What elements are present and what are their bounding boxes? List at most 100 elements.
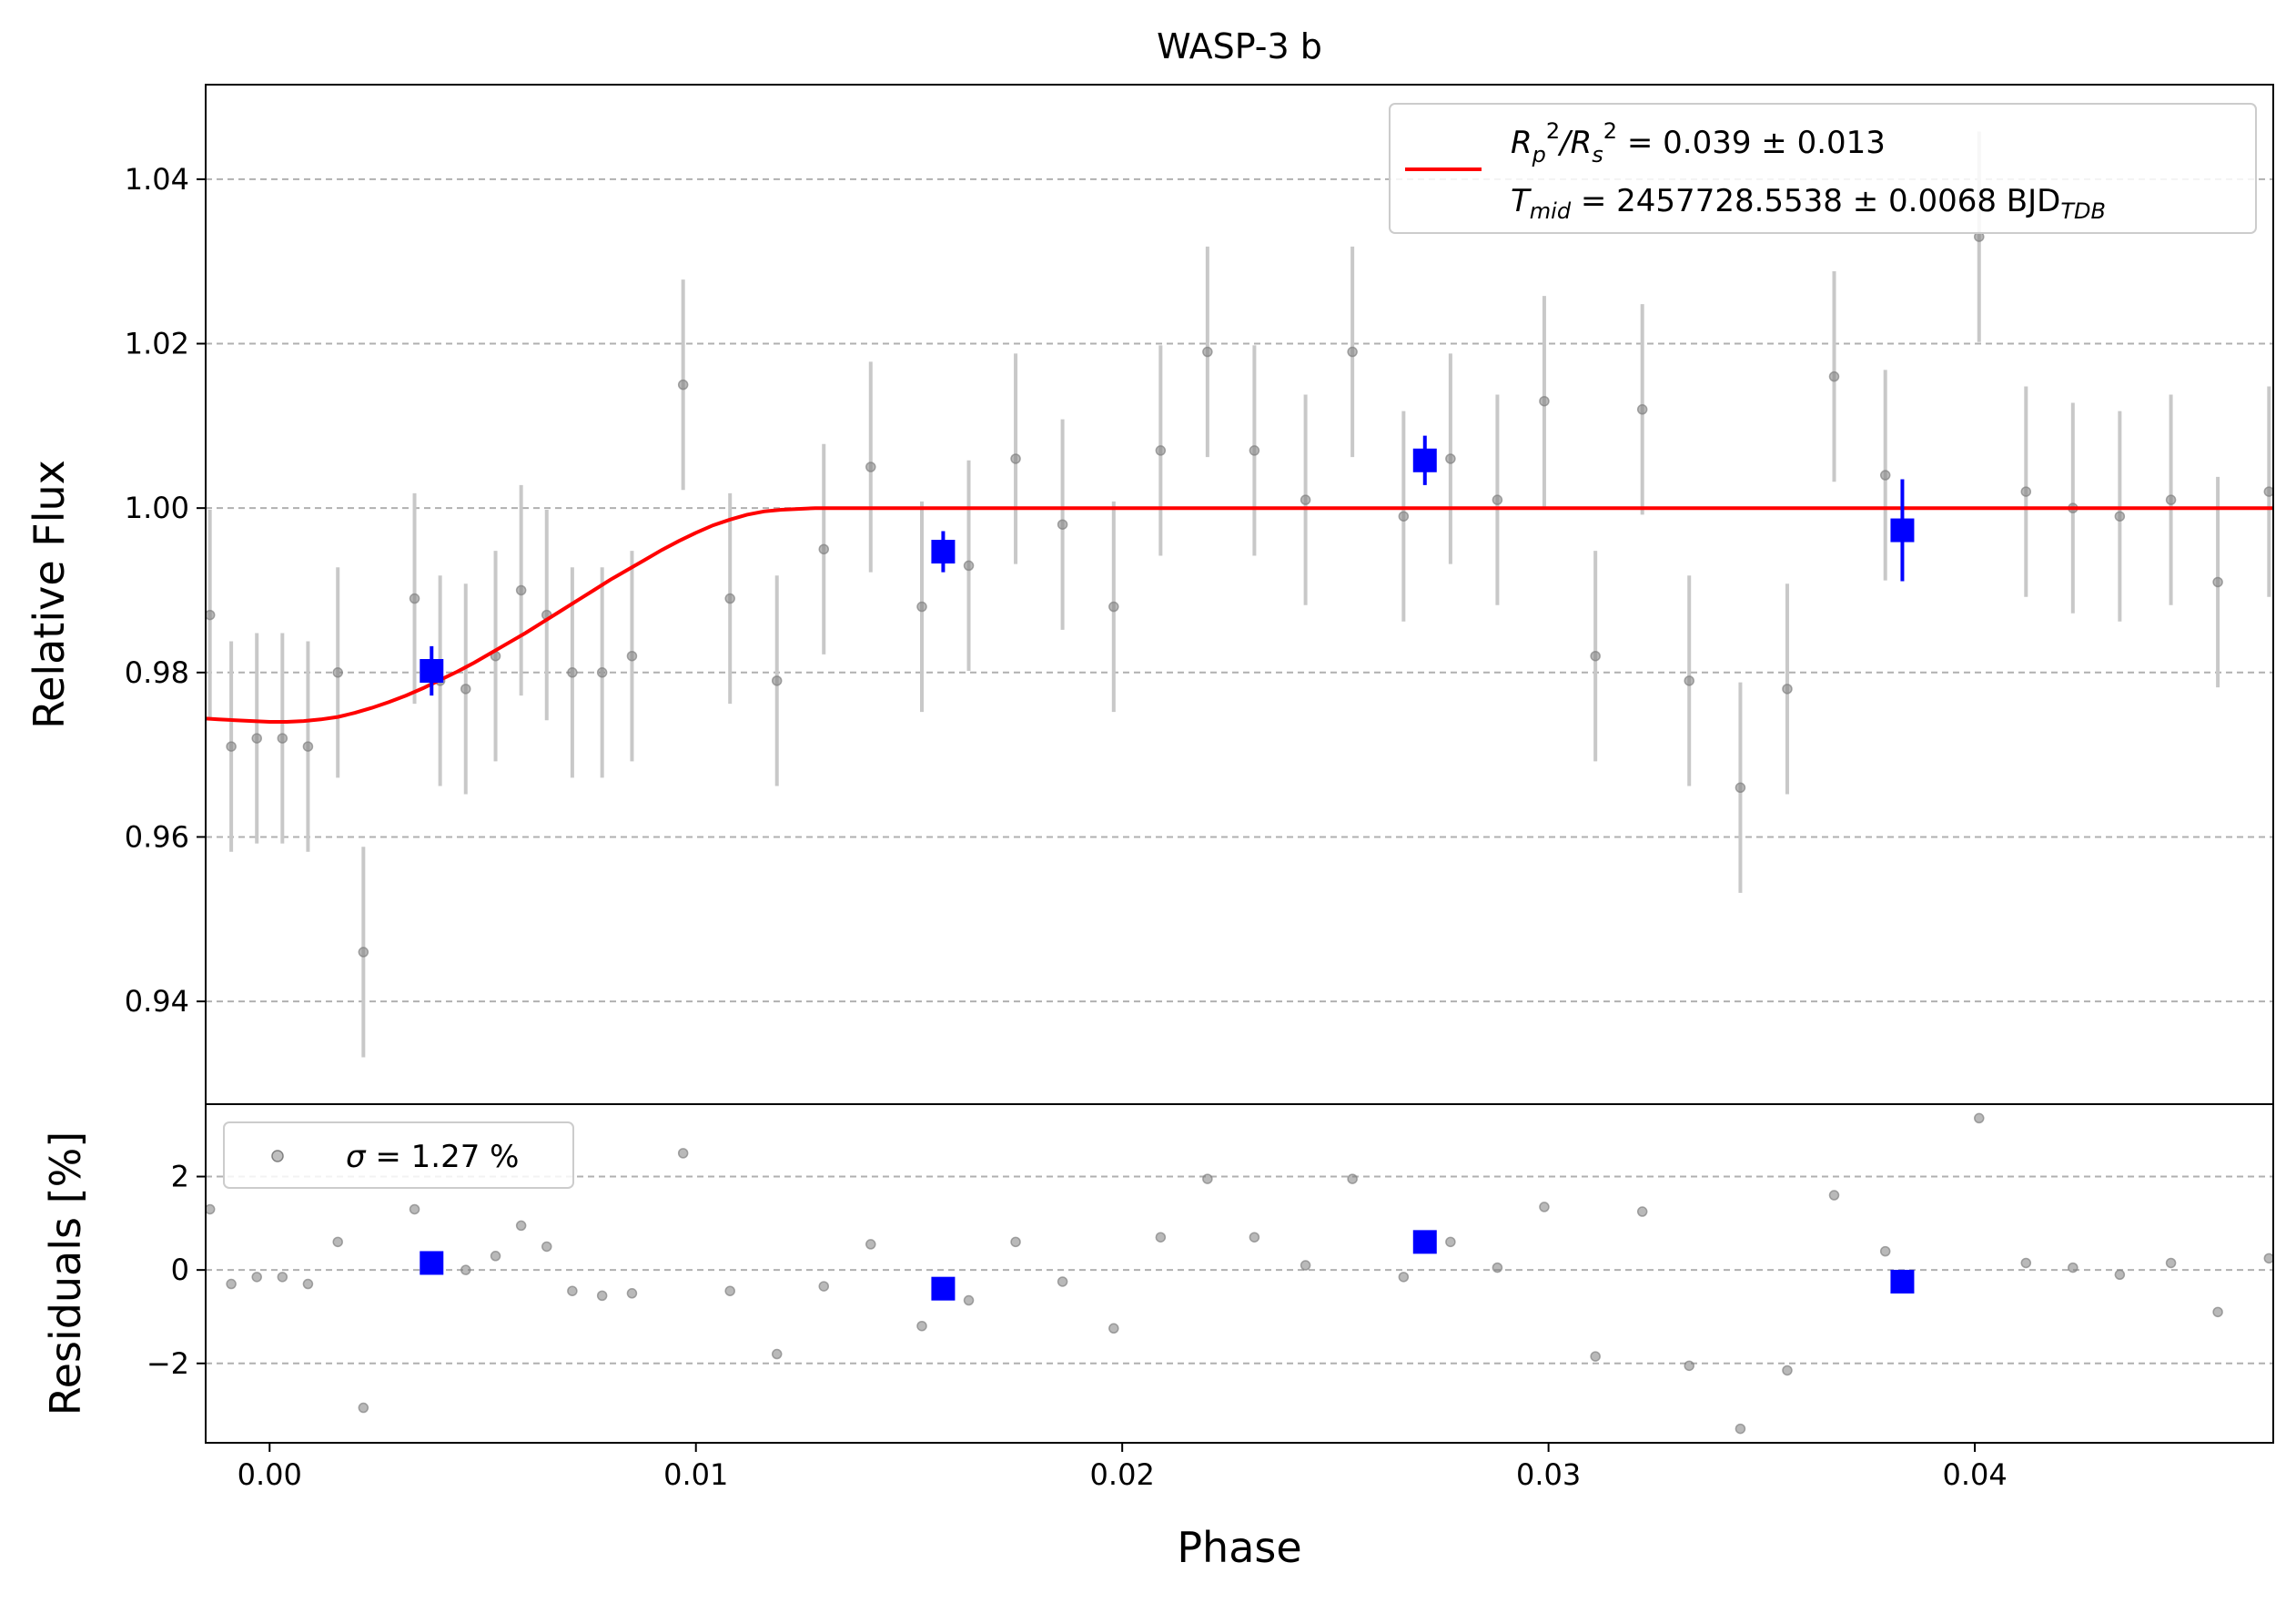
residual-panel-y-ticks: −2 0 2 xyxy=(147,1160,206,1381)
residual-point xyxy=(2020,1257,2032,1269)
residual-point xyxy=(596,1290,608,1302)
data-point xyxy=(1636,404,1648,415)
data-point xyxy=(1347,346,1358,358)
residual-y-tick-label: 2 xyxy=(171,1160,189,1194)
residual-point xyxy=(1445,1236,1456,1248)
residual-point xyxy=(724,1285,735,1296)
legend-t-sub: mid xyxy=(1530,198,1572,224)
top-y-tick-label: 0.96 xyxy=(125,819,189,854)
top-panel-binned-points xyxy=(420,435,1915,696)
residual-panel-binned-points xyxy=(420,1230,1915,1301)
residual-point xyxy=(771,1348,783,1360)
residual-point xyxy=(865,1239,876,1250)
residual-point xyxy=(2212,1306,2223,1318)
data-point xyxy=(567,667,578,678)
x-tick-label: 0.00 xyxy=(238,1457,302,1492)
x-tick-label: 0.03 xyxy=(1516,1457,1581,1492)
binned-point xyxy=(1890,518,1915,543)
data-point xyxy=(1300,494,1311,505)
data-point xyxy=(1249,445,1260,456)
data-point xyxy=(1202,346,1213,358)
residual-point xyxy=(515,1220,527,1232)
residual-point xyxy=(409,1203,420,1215)
residual-point xyxy=(302,1278,314,1290)
residual-y-axis-label: Residuals [%] xyxy=(41,1131,90,1415)
top-panel-frame xyxy=(205,84,2274,1105)
data-point xyxy=(226,741,237,752)
data-point xyxy=(277,733,288,744)
residual-point xyxy=(1636,1206,1648,1217)
residual-point xyxy=(206,1203,216,1215)
residual-point xyxy=(277,1272,288,1283)
data-point xyxy=(206,609,216,621)
residual-point xyxy=(916,1320,927,1332)
residual-point xyxy=(332,1236,343,1248)
residual-point xyxy=(1249,1232,1260,1243)
residual-point xyxy=(1492,1262,1503,1273)
data-point xyxy=(1684,675,1694,686)
residual-point xyxy=(2114,1269,2126,1281)
data-point xyxy=(460,684,471,695)
residual-point xyxy=(1735,1423,1746,1435)
residual-panel-data-points xyxy=(206,1112,2273,1435)
residual-point xyxy=(963,1294,975,1306)
data-point xyxy=(1445,453,1456,464)
residual-point xyxy=(1347,1173,1358,1184)
residual-point xyxy=(541,1241,552,1253)
binned-point xyxy=(1412,448,1437,472)
residual-binned-point xyxy=(420,1251,444,1275)
residual-point xyxy=(2263,1253,2273,1264)
residual-point xyxy=(1010,1236,1021,1248)
data-point xyxy=(1735,782,1746,794)
residual-point xyxy=(1108,1323,1119,1334)
legend-tmid-value: = 2457728.5538 ± 0.0068 BJD xyxy=(1571,183,2060,219)
data-point xyxy=(2212,576,2223,588)
top-y-tick-label: 1.02 xyxy=(125,327,189,361)
data-point xyxy=(626,650,638,662)
top-y-tick-label: 0.94 xyxy=(125,984,189,1019)
top-legend-model-label: Rp2/Rs2 = 0.039 ± 0.013 xyxy=(1511,118,1886,167)
residual-panel-frame xyxy=(205,1103,2274,1444)
binned-point xyxy=(931,540,956,564)
top-panel-gridlines xyxy=(206,178,2273,1003)
data-point xyxy=(2165,494,2177,505)
data-point xyxy=(515,584,527,596)
residual-point xyxy=(1300,1260,1311,1271)
data-point xyxy=(1782,684,1793,695)
residual-legend: σ = 1.27 % xyxy=(223,1121,574,1189)
data-point xyxy=(332,667,343,678)
data-point xyxy=(771,675,783,686)
legend-rp-sub: p xyxy=(1532,142,1546,167)
x-tick-label: 0.04 xyxy=(1942,1457,2007,1492)
chart-title: WASP-3 b xyxy=(1157,26,1322,66)
residual-point xyxy=(226,1278,237,1290)
residual-point xyxy=(1202,1173,1213,1184)
legend-t: T xyxy=(1511,183,1532,219)
residual-point xyxy=(1155,1232,1167,1243)
data-point xyxy=(596,667,608,678)
residual-legend-marker xyxy=(271,1150,284,1162)
top-y-axis-label: Relative Flux xyxy=(25,460,74,729)
residual-point xyxy=(490,1251,501,1262)
data-point xyxy=(358,947,369,958)
data-point xyxy=(677,379,689,391)
residual-panel-gridlines xyxy=(206,1175,2273,1365)
data-point xyxy=(818,543,830,555)
data-point xyxy=(409,593,420,604)
top-y-tick-label: 1.04 xyxy=(125,162,189,197)
residual-point xyxy=(1539,1202,1550,1212)
top-panel-data-points xyxy=(206,231,2273,958)
data-point xyxy=(963,560,975,572)
residual-binned-point xyxy=(1412,1230,1437,1254)
legend-rp: R xyxy=(1511,125,1532,161)
binned-point xyxy=(420,659,444,683)
legend-rs-sup: 2 xyxy=(1603,118,1617,144)
top-y-tick-label: 0.98 xyxy=(125,655,189,690)
top-legend-tmid-label: Tmid = 2457728.5538 ± 0.0068 BJDTDB xyxy=(1511,183,2106,224)
residual-point xyxy=(1057,1276,1068,1287)
residual-y-tick-label: −2 xyxy=(147,1346,189,1381)
residual-point xyxy=(567,1285,578,1296)
residual-point xyxy=(2165,1257,2177,1269)
residual-point xyxy=(677,1148,689,1159)
residual-point xyxy=(2068,1262,2079,1273)
